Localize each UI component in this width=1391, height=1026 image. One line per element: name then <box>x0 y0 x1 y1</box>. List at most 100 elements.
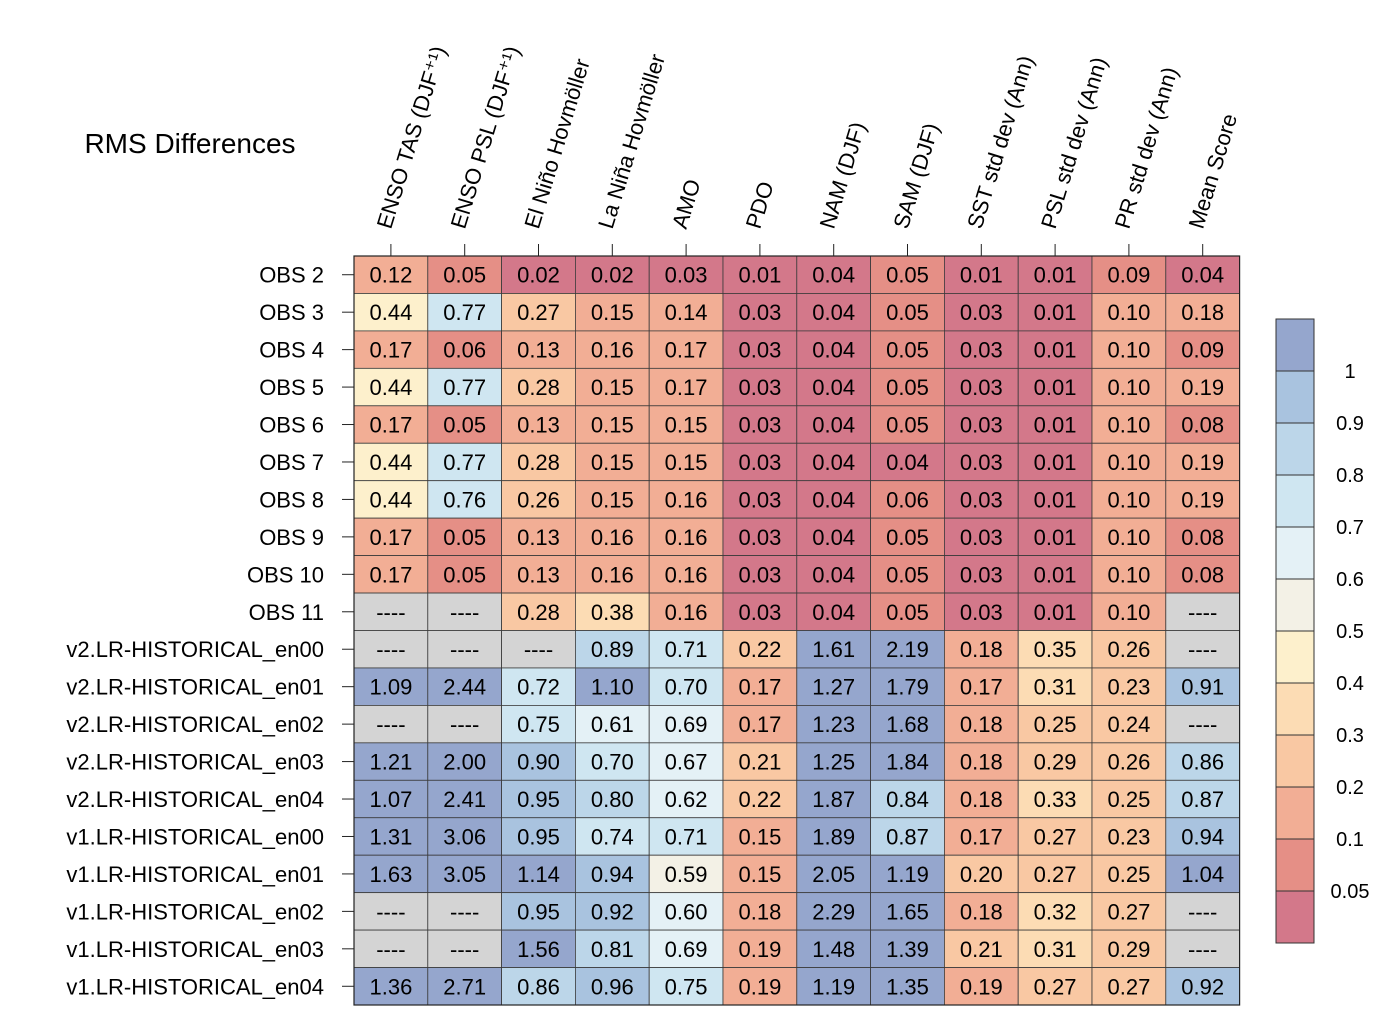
cell-value-label: 0.77 <box>443 300 486 325</box>
cell-value-label: 0.18 <box>960 787 1003 812</box>
heatmap-cell <box>1017 517 1093 557</box>
cell-value-label: 0.10 <box>1107 338 1150 363</box>
heatmap-cell <box>353 367 429 407</box>
heatmap-cell <box>796 293 871 332</box>
cell-value-label: 0.10 <box>1107 487 1150 512</box>
row-label: OBS 4 <box>259 338 324 363</box>
heatmap-cell <box>353 555 429 594</box>
cell-value-label: 0.95 <box>517 899 560 924</box>
heatmap-cell <box>944 929 1019 968</box>
heatmap-cell <box>1091 293 1167 332</box>
heatmap-cell <box>575 742 650 781</box>
cell-value-label: 0.17 <box>738 712 781 737</box>
heatmap-cell <box>1017 854 1093 894</box>
heatmap-cell <box>1091 667 1167 706</box>
cell-value-label: 0.01 <box>1034 413 1077 438</box>
heatmap-cell <box>1017 255 1093 294</box>
cell-value-label: 0.01 <box>1034 487 1077 512</box>
cell-value-label: ---- <box>450 899 479 924</box>
cell-value-label: 0.94 <box>1181 824 1224 849</box>
cell-value-label: 0.15 <box>738 824 781 849</box>
cell-value-label: 0.27 <box>1034 974 1077 999</box>
cell-value-label: 0.05 <box>886 525 929 550</box>
cell-value-label: 2.29 <box>812 899 855 924</box>
heatmap-cell <box>796 367 871 407</box>
column-label: Mean Score <box>1184 111 1243 232</box>
heatmap-cell <box>353 817 429 856</box>
row-label: v2.LR-HISTORICAL_en01 <box>66 675 324 700</box>
cell-value-label: 0.27 <box>1107 974 1150 999</box>
cell-value-label: ---- <box>1188 937 1217 962</box>
heatmap-cell <box>353 967 429 1006</box>
cell-value-label: ---- <box>450 712 479 737</box>
cell-value-label: 0.95 <box>517 824 560 849</box>
heatmap-cell <box>1091 742 1167 781</box>
cell-value-label: 0.04 <box>812 562 855 587</box>
colorbar-tick-label: 0.2 <box>1336 777 1364 799</box>
heatmap-cell <box>722 892 798 931</box>
heatmap-cell <box>1017 480 1093 519</box>
colorbar-segment <box>1276 475 1314 527</box>
cell-value-label: 0.27 <box>517 300 560 325</box>
heatmap-cell <box>353 630 429 669</box>
cell-value-label: 0.03 <box>738 375 781 400</box>
cell-value-label: 0.80 <box>591 787 634 812</box>
heatmap-cell <box>501 517 576 557</box>
cell-value-label: 0.29 <box>1034 750 1077 775</box>
cell-value-label: 0.05 <box>886 338 929 363</box>
cell-value-label: 0.05 <box>443 263 486 288</box>
chart-title: RMS Differences <box>84 128 295 159</box>
cell-value-label: 0.03 <box>960 600 1003 625</box>
heatmap-cell <box>722 555 798 594</box>
heatmap-cell <box>1091 405 1167 444</box>
heatmap-cell <box>722 742 798 781</box>
cell-value-label: 0.15 <box>591 375 634 400</box>
cell-value-label: 0.91 <box>1181 675 1224 700</box>
heatmap-cell <box>648 929 724 968</box>
heatmap-cell <box>1165 480 1241 519</box>
cell-value-label: 0.01 <box>1034 263 1077 288</box>
heatmap-cell <box>575 480 650 519</box>
heatmap-cell <box>796 817 871 856</box>
cell-value-label: 0.74 <box>591 824 634 849</box>
cell-value-label: 0.44 <box>369 300 412 325</box>
cell-value-label: 0.35 <box>1034 637 1077 662</box>
cell-value-label: 0.04 <box>812 263 855 288</box>
cell-value-label: 1.04 <box>1181 862 1224 887</box>
cell-value-label: 0.26 <box>1107 750 1150 775</box>
cell-value-label: 0.87 <box>886 824 929 849</box>
row-label: OBS 2 <box>259 263 324 288</box>
cell-value-label: 0.17 <box>369 413 412 438</box>
cell-value-label: 0.03 <box>738 600 781 625</box>
cell-value-label: 0.26 <box>1107 637 1150 662</box>
heatmap-cell <box>1017 705 1093 744</box>
cell-value-label: 0.28 <box>517 600 560 625</box>
heatmap-cell <box>353 480 429 519</box>
heatmap-cell <box>501 929 576 968</box>
row-label: OBS 3 <box>259 300 324 325</box>
colorbar-segment <box>1276 787 1314 839</box>
heatmap-cell <box>501 555 576 594</box>
cell-value-label: 0.22 <box>738 637 781 662</box>
colorbar-tick-label: 0.6 <box>1336 569 1364 591</box>
cell-value-label: 0.16 <box>665 600 708 625</box>
cell-value-label: 1.79 <box>886 675 929 700</box>
heatmap-cell <box>648 742 724 781</box>
cell-value-label: 0.19 <box>1181 375 1224 400</box>
heatmap-cell <box>722 929 798 968</box>
cell-value-label: 0.17 <box>665 338 708 363</box>
cell-value-label: 0.15 <box>591 413 634 438</box>
heatmap-cell <box>870 705 945 744</box>
cell-value-label: 0.03 <box>665 263 708 288</box>
cell-value-label: 0.16 <box>591 562 634 587</box>
cell-value-label: 0.03 <box>960 450 1003 475</box>
heatmap-cell <box>1017 630 1093 669</box>
heatmap-cell <box>1091 817 1167 856</box>
row-label: OBS 6 <box>259 413 324 438</box>
cell-value-label: 1.19 <box>812 974 855 999</box>
cell-value-label: 1.14 <box>517 862 560 887</box>
row-label: v2.LR-HISTORICAL_en00 <box>66 637 324 662</box>
cell-value-label: 2.05 <box>812 862 855 887</box>
heatmap-cell <box>1165 592 1241 631</box>
cell-value-label: ---- <box>1188 899 1217 924</box>
